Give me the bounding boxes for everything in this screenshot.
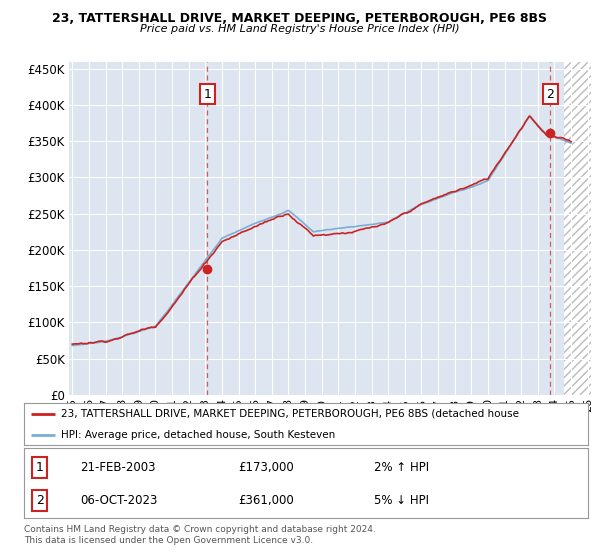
Text: Price paid vs. HM Land Registry's House Price Index (HPI): Price paid vs. HM Land Registry's House … <box>140 24 460 34</box>
Text: 2: 2 <box>36 494 44 507</box>
Text: 21-FEB-2003: 21-FEB-2003 <box>80 461 156 474</box>
Text: 2% ↑ HPI: 2% ↑ HPI <box>374 461 429 474</box>
Text: £361,000: £361,000 <box>238 494 294 507</box>
Text: 1: 1 <box>203 88 211 101</box>
Text: 23, TATTERSHALL DRIVE, MARKET DEEPING, PETERBOROUGH, PE6 8BS: 23, TATTERSHALL DRIVE, MARKET DEEPING, P… <box>53 12 548 25</box>
Text: 1: 1 <box>36 461 44 474</box>
Text: 5% ↓ HPI: 5% ↓ HPI <box>374 494 428 507</box>
Text: 06-OCT-2023: 06-OCT-2023 <box>80 494 158 507</box>
Text: HPI: Average price, detached house, South Kesteven: HPI: Average price, detached house, Sout… <box>61 430 335 440</box>
Text: 2: 2 <box>547 88 554 101</box>
Text: Contains HM Land Registry data © Crown copyright and database right 2024.
This d: Contains HM Land Registry data © Crown c… <box>24 525 376 545</box>
Text: £173,000: £173,000 <box>238 461 294 474</box>
Text: 23, TATTERSHALL DRIVE, MARKET DEEPING, PETERBOROUGH, PE6 8BS (detached house: 23, TATTERSHALL DRIVE, MARKET DEEPING, P… <box>61 409 518 419</box>
